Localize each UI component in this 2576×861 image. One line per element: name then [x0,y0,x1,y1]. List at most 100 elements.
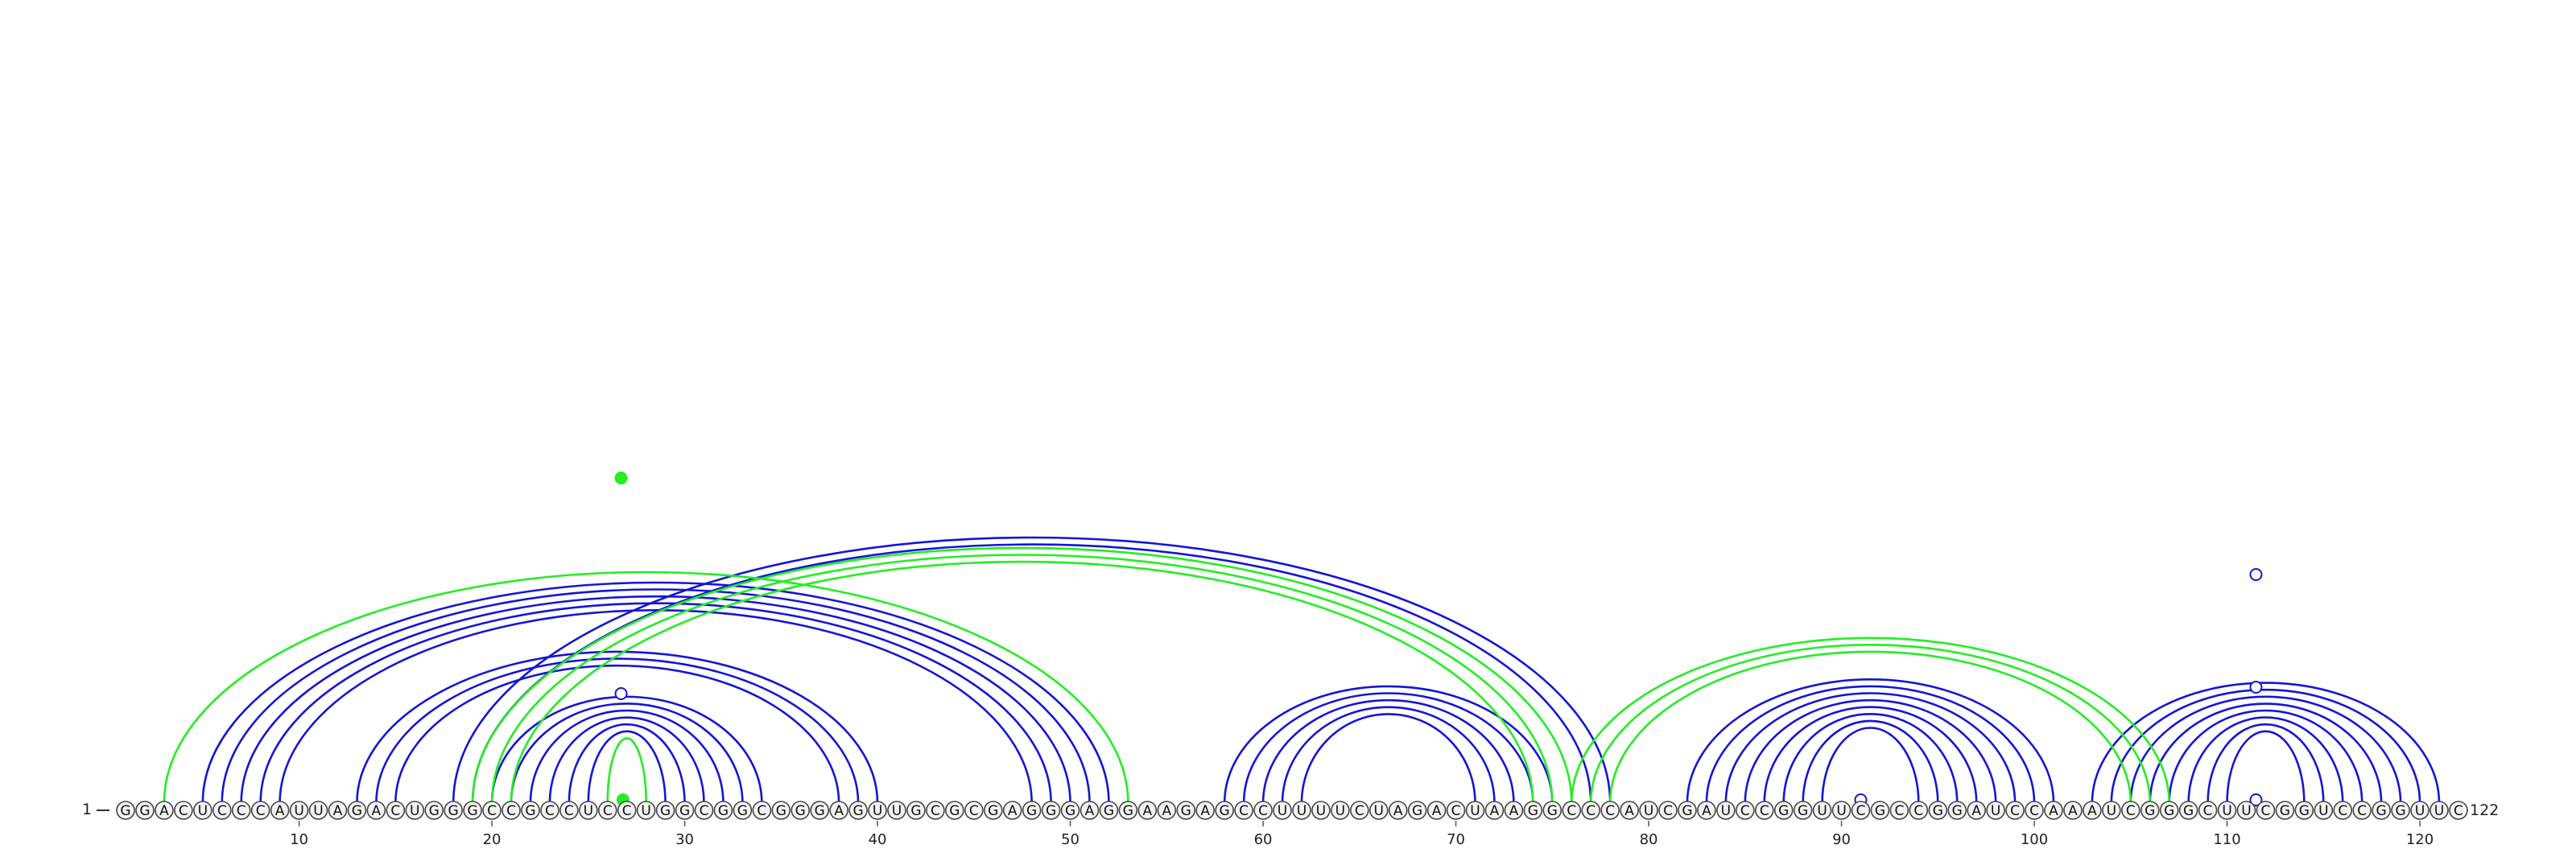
nucleotide: U [636,801,656,820]
nucleotide: A [1080,801,1100,820]
nucleotide: G [713,801,733,820]
blue-pair-arc [2168,709,2363,804]
nucleotide-circle [1639,801,1658,820]
nucleotide: U [2102,801,2121,820]
nucleotide-circle [829,801,848,820]
nucleotide-circle [2044,801,2063,820]
nucleotide-letter: G [1798,803,1808,819]
nucleotide-letter: A [372,803,382,819]
blue-pair-arc [1261,698,1515,804]
nucleotide: A [1967,801,1986,820]
nucleotide-letter: G [120,803,130,819]
nucleotide-circle [1311,801,1331,820]
nucleotide-circle [231,801,251,820]
nucleotide-circle [2102,801,2121,820]
nucleotide: U [2410,801,2429,820]
nucleotide: C [250,801,270,820]
nucleotide: C [231,801,251,820]
nucleotide: C [2333,801,2353,820]
nucleotide: C [386,801,406,820]
nucleotide-circle [1407,801,1427,820]
nucleotide-letter: C [2203,803,2213,819]
nucleotide-circle [2352,801,2372,820]
nucleotide-letter: G [853,803,864,819]
nucleotide-letter: U [1817,803,1827,819]
nucleotide: C [1350,801,1369,820]
nucleotide-letter: C [622,803,632,819]
nucleotide-circle [1118,801,1138,820]
nucleotide-letter: G [2145,803,2155,819]
nucleotide: C [1446,801,1466,820]
nucleotide-circle [1484,801,1505,820]
nucleotide-circle [1947,801,1967,820]
nucleotide: U [2236,801,2256,820]
nucleotide: A [1137,801,1158,820]
nucleotide-letter: U [2241,803,2251,819]
nucleotide-circle [2391,801,2410,820]
nucleotide: U [1292,801,1311,820]
nucleotide: C [2449,801,2468,820]
nucleotide: C [617,801,637,820]
nucleotide-letter: G [1046,803,1056,819]
nucleotide: C [2256,801,2276,820]
nucleotide: C [597,801,617,820]
nucleotide-circle [1195,801,1215,820]
nucleotide-circle [906,801,926,820]
blue-pair-arc [259,602,1052,804]
nucleotide-circle [1080,801,1100,820]
nucleotide-circle [655,801,675,820]
blue-pair-arc [2110,688,2421,804]
nucleotide-circle [174,801,193,820]
nucleotide: A [1157,801,1177,820]
nucleotide: C [964,801,984,820]
nucleotide-letter: C [969,803,979,819]
nucleotide: G [2372,801,2391,820]
nucleotide-circle [212,801,232,820]
tick-label: 90 [1832,831,1851,848]
nucleotide: C [559,801,579,820]
nucleotide-circle [945,801,964,820]
tick-label: 120 [2406,831,2434,848]
nucleotide: U [887,801,906,820]
nucleotide: U [1812,801,1832,820]
nucleotide-circle [1600,801,1620,820]
nucleotide: C [1736,801,1755,820]
blue-marker [2249,793,2263,806]
blue-pair-arc [1223,685,1554,804]
nucleotide-circle [2372,801,2391,820]
tick-label: 40 [869,831,887,848]
nucleotide: C [502,801,521,820]
nucleotide-circle [964,801,984,820]
blue-marker [614,687,628,700]
nucleotide-circle [135,801,155,820]
nucleotide: U [2217,801,2237,820]
nucleotide-letter: C [2029,803,2039,819]
nucleotide: G [1118,801,1138,820]
nucleotide-letter: C [487,803,497,819]
nucleotide-letter: C [1451,803,1461,819]
nucleotide-letter: C [1586,803,1596,819]
nucleotide-letter: A [1432,803,1442,819]
nucleotide-letter: G [1026,803,1037,819]
nucleotide: C [1600,801,1620,820]
nucleotide-letter: A [1490,803,1500,819]
nucleotide-letter: U [1644,803,1653,819]
blue-pair-arc [2149,702,2383,804]
nucleotide-circle [2236,801,2256,820]
blue-marker [2249,681,2263,694]
nucleotide-letter: C [545,803,555,819]
nucleotide: A [1620,801,1639,820]
nucleotide-letter: C [757,803,766,819]
blue-pair-arc [2187,716,2344,804]
nucleotide-letter: U [2318,803,2328,819]
blue-pair-arc [394,664,840,804]
nucleotide-letter: C [179,803,188,819]
nucleotide: A [1388,801,1408,820]
nucleotide: U [308,801,328,820]
nucleotide-letter: C [237,803,246,819]
nucleotide: A [1195,801,1215,820]
nucleotide-letter: C [1913,803,1923,819]
blue-pair-arc [1724,692,2017,804]
